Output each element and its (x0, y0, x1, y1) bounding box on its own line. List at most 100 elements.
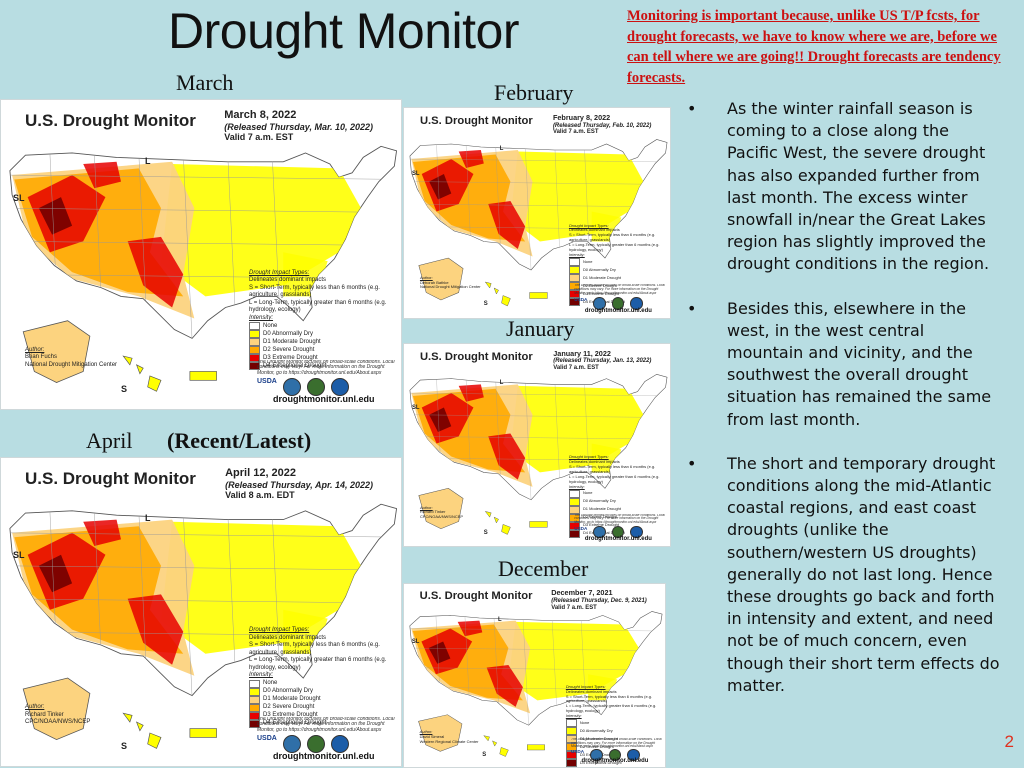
puerto-rico-inset (529, 292, 548, 299)
region-label-sl: SL (13, 550, 25, 561)
ndmc-logo (282, 378, 301, 397)
legend-intensity-item: None (249, 679, 393, 688)
region-label-l: L (499, 380, 504, 387)
legend-intensity-item: D1 Moderate Drought (568, 274, 665, 283)
usda-logo: USDA (571, 748, 585, 754)
legend-delineates: Delineates dominant impacts (565, 688, 617, 694)
author-title: Author: (419, 275, 433, 280)
state-boundary (409, 392, 668, 397)
legend-intensity-item: D4 Exceptional Drought (249, 719, 393, 728)
state-boundary (183, 510, 193, 696)
hawaii-inset (122, 355, 162, 392)
legend-impact-title: Drought Impact Types: (568, 222, 609, 228)
author-title: Author: (25, 347, 45, 354)
bullet-item: • Besides this, elsewhere in the west, i… (683, 298, 1003, 431)
legend-intensity-label: D1 Moderate Drought (263, 696, 321, 703)
legend-intensity-label: D2 Severe Drought (263, 704, 315, 711)
legend-swatch (249, 703, 260, 712)
map-footnote: The Drought Monitor focuses on broad-sca… (571, 737, 662, 749)
map-valid: Valid 7 a.m. EST (552, 129, 599, 136)
legend-intensity-label: D0 Abnormally Dry (582, 266, 616, 272)
map-date: April 12, 2022 (225, 467, 297, 480)
slide-title: Drought Monitor (168, 3, 520, 59)
ndmc-logo (593, 525, 606, 539)
map-header: U.S. Drought Monitor (419, 351, 533, 364)
legend-short-term: S = Short-Term, typically less than 6 mo… (565, 693, 653, 704)
legend-swatch (568, 298, 580, 307)
legend-intensity-label: D3 Extreme Drought (263, 354, 318, 361)
author-org: CPC/NOAA/NWS/NCEP (419, 514, 464, 520)
puerto-rico-inset (189, 728, 217, 738)
legend-intensity-label: D1 Moderate Drought (579, 735, 618, 741)
state-boundary (9, 174, 397, 180)
map-author-block: Author: Deborah Bathke National Drought Mi… (419, 275, 481, 290)
noaa-logo (630, 297, 643, 310)
legend-intensity-item: D0 Abnormally Dry (249, 687, 393, 696)
state-boundary (9, 241, 397, 246)
noaa-logo (627, 748, 640, 762)
legend-swatch (249, 695, 260, 704)
legend-long-term: L = Long-Term, typically greater than 6 … (568, 473, 660, 484)
legend-swatch (568, 529, 580, 538)
map-valid: Valid 7 a.m. EST (551, 604, 597, 611)
region-label-sl: SL (411, 404, 420, 411)
legend-delineates: Delineates dominant impacts (568, 227, 620, 233)
noaa-logo (330, 735, 349, 754)
map-date-block: January 11, 2022 (Released Thursday, Jan.… (553, 349, 651, 372)
state-boundary (525, 143, 532, 270)
legend-swatch (565, 759, 577, 767)
page-number: 2 (1004, 732, 1014, 751)
ndmc-logo (593, 297, 606, 310)
legend-impact-title: Drought Impact Types: (249, 627, 310, 634)
author-name: Richard Tinker (419, 509, 446, 515)
drought-area (488, 433, 526, 480)
drought-area (458, 384, 484, 402)
legend-intensity-title: Intensity: (568, 483, 585, 489)
author-name: Deborah Bathke (419, 279, 449, 285)
region-label-l: L (497, 616, 502, 623)
map-date-block: December 7, 2021 (Released Thursday, Dec.… (551, 589, 646, 611)
legend-intensity-label: None (582, 490, 593, 496)
region-label-s: S (483, 301, 488, 308)
legend-intensity-item: D0 Abnormally Dry (249, 330, 393, 339)
us-map-graphic (409, 611, 663, 757)
drought-area (428, 641, 451, 664)
legend-intensity-label: D4 Exceptional Drought (263, 720, 327, 727)
map-date: January 11, 2022 (553, 349, 611, 359)
legend-intensity-item: D2 Severe Drought (249, 346, 393, 355)
agency-logos: USDA (574, 525, 643, 539)
map-date: March 8, 2022 (224, 109, 297, 122)
legend-intensity-item: D3 Extreme Drought (568, 290, 665, 299)
state-boundary (409, 436, 668, 440)
drought-area (127, 236, 184, 308)
ndmc-logo (590, 748, 603, 762)
drought-area (127, 594, 184, 665)
author-org: CPC/NOAA/NWS/NCEP (25, 718, 91, 725)
drought-map-february: U.S. Drought Monitor February 8, 2022 (Rel… (403, 107, 671, 319)
map-legend: Drought Impact Types: Delineates dominant… (249, 270, 393, 371)
region-label-sl: SL (13, 192, 25, 203)
drought-area (38, 197, 73, 235)
us-map-graphic (9, 503, 398, 749)
legend-swatch (568, 489, 580, 498)
legend-long-term: L = Long-Term, typically greater than 6 … (249, 657, 387, 671)
drought-map-january: U.S. Drought Monitor January 11, 2022 (Rel… (403, 343, 671, 547)
bullet-glyph: • (687, 298, 697, 318)
drought-area (488, 201, 526, 249)
map-footnote: The Drought Monitor focuses on broad-sca… (257, 716, 395, 734)
legend-intensity-item: None (568, 258, 665, 267)
legend-intensity-label: D3 Extreme Drought (263, 712, 318, 719)
legend-intensity-title: Intensity: (568, 252, 585, 258)
legend-intensity-label: D1 Moderate Drought (263, 338, 321, 345)
legend-intensity-item: D1 Moderate Drought (565, 735, 660, 744)
legend-delineates: Delineates dominant impacts (249, 634, 327, 641)
legend-intensity-label: None (582, 258, 593, 264)
region-label-sl: SL (411, 171, 420, 177)
alaska-inset (418, 257, 464, 301)
legend-swatch (249, 346, 260, 355)
bullet-text: As the winter rainfall season is coming … (727, 99, 990, 274)
legend-intensity-title: Intensity: (249, 672, 274, 679)
label-december: December (498, 556, 589, 581)
label-february: February (494, 80, 574, 105)
state-boundary (409, 158, 668, 163)
